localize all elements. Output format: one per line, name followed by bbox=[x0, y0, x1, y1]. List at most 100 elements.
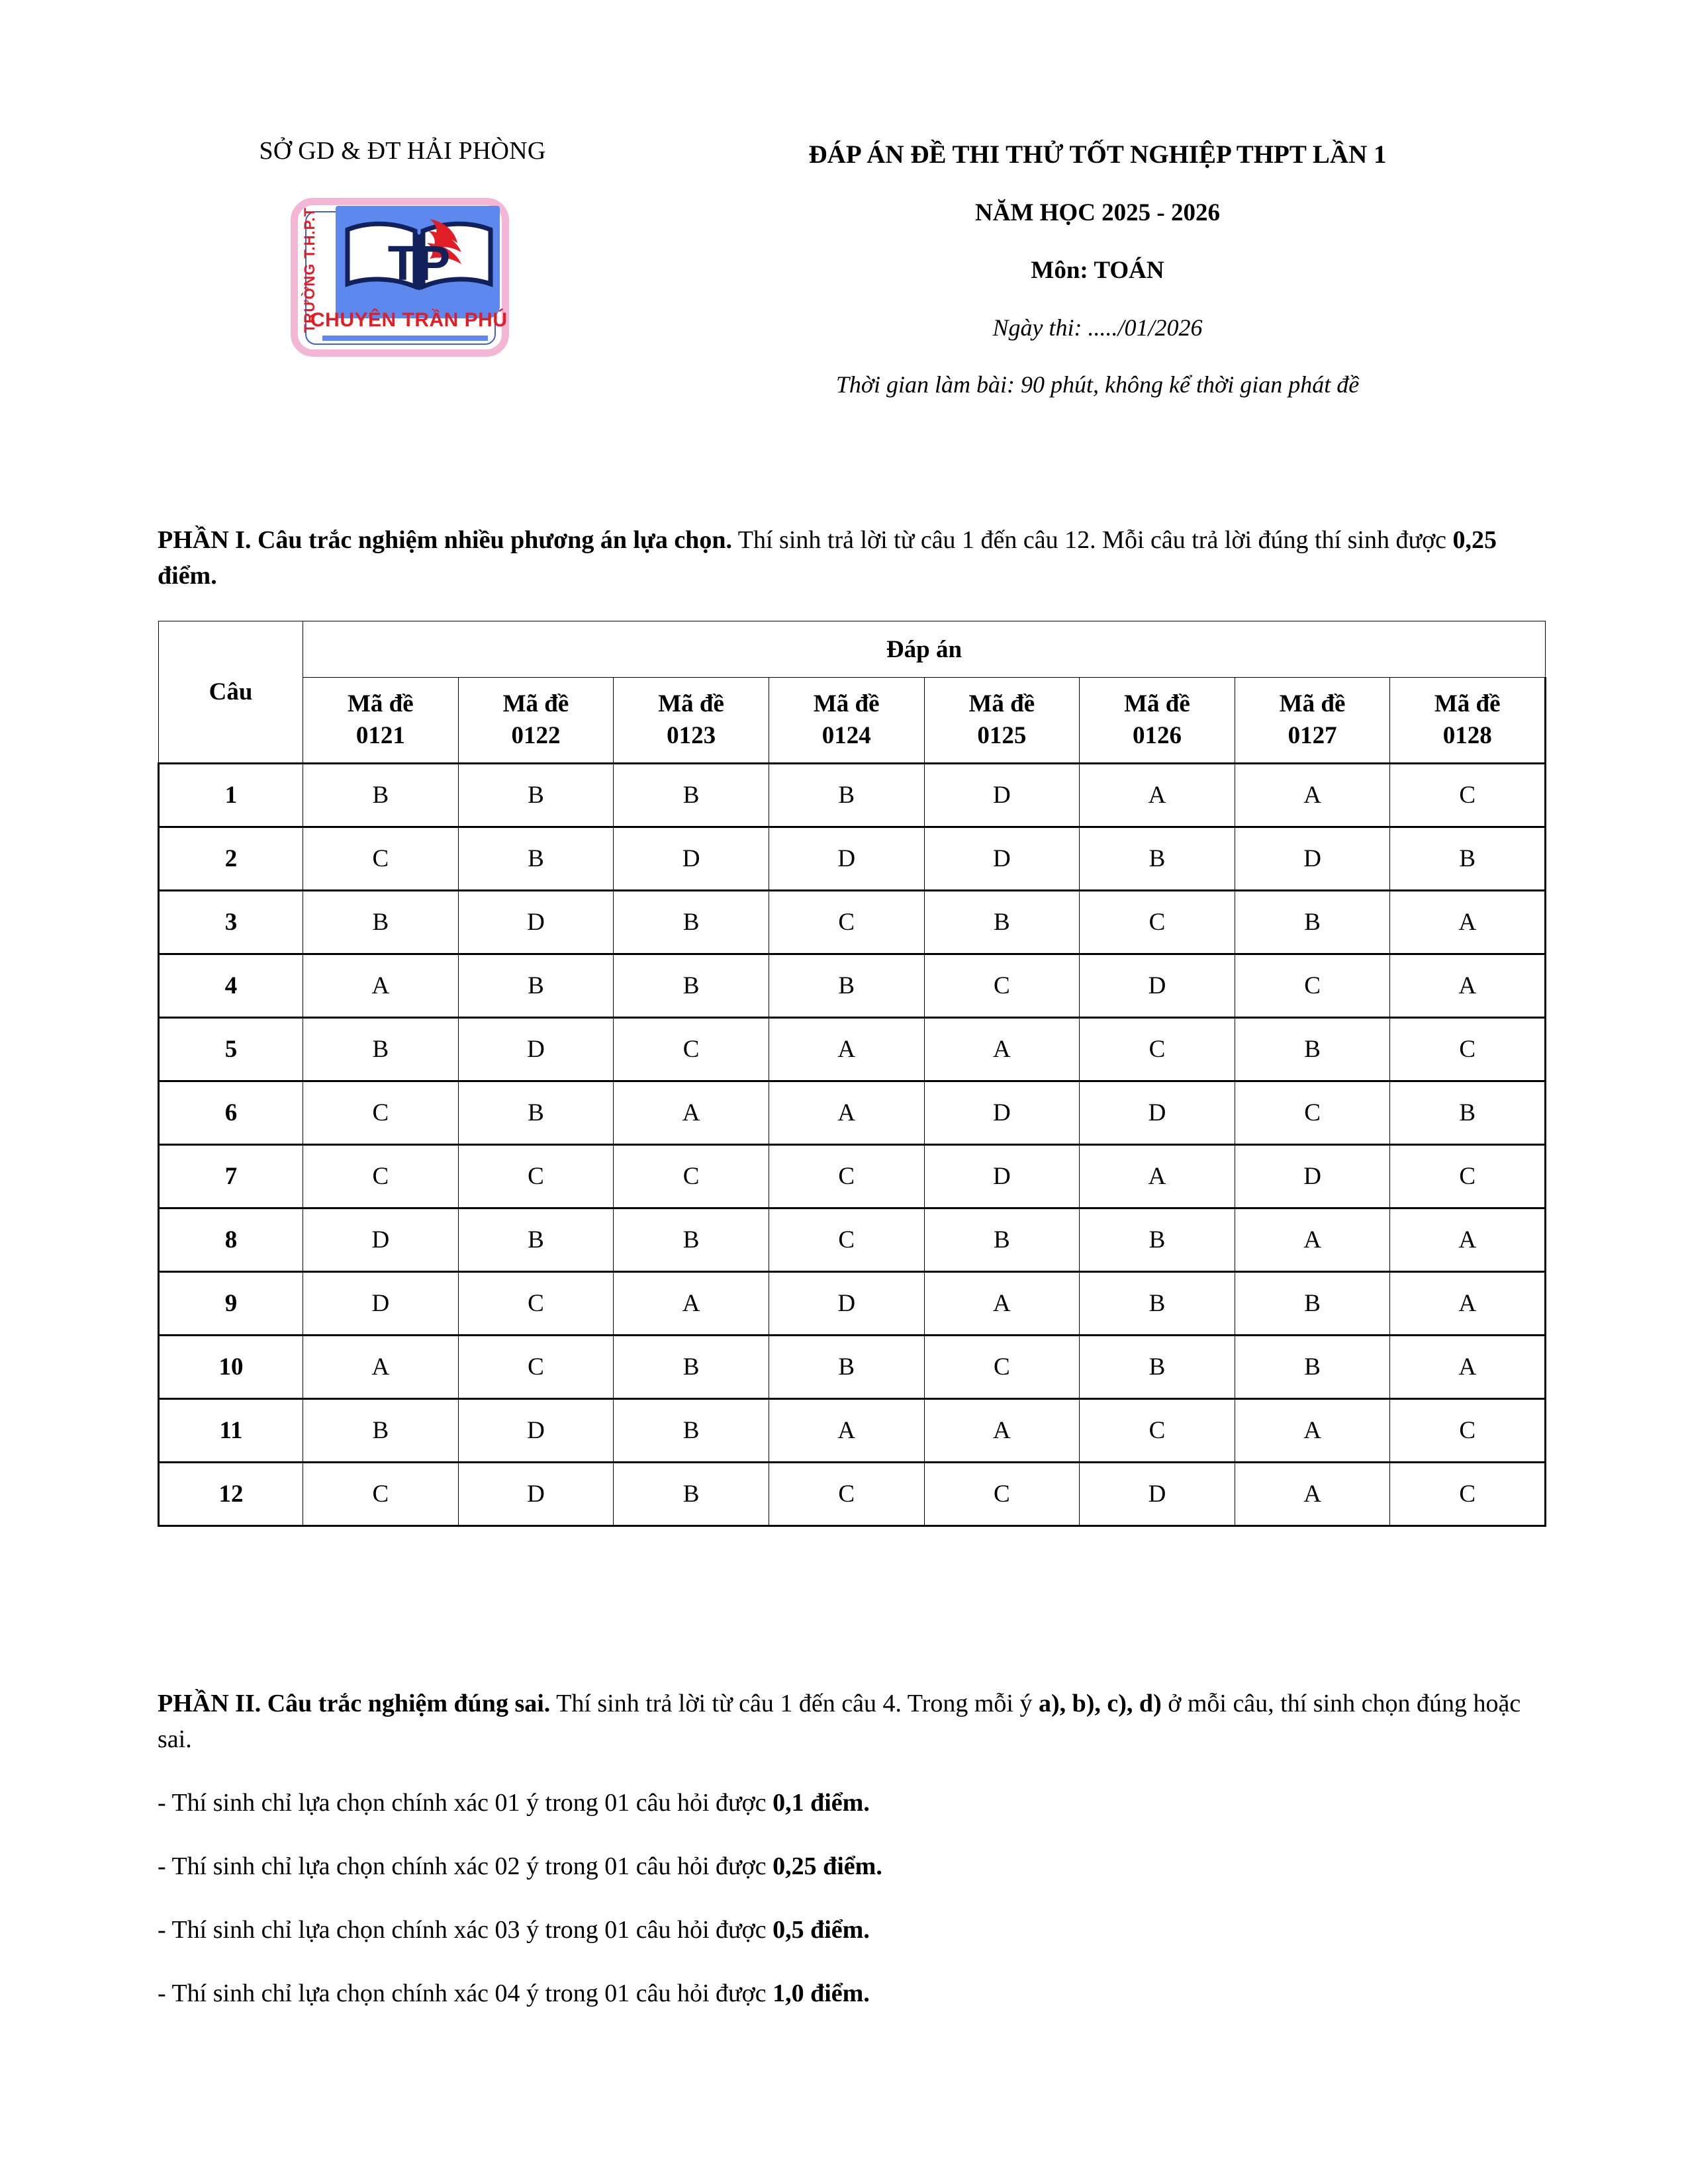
answer-cell-0123-q10: B bbox=[613, 1334, 769, 1400]
answer-cell-0124-q3: C bbox=[768, 889, 925, 955]
answer-cell-0128-q11: C bbox=[1389, 1398, 1546, 1463]
header-cell-code-0121: Mã đề 0121 bbox=[303, 677, 459, 764]
subject-name: Môn: TOÁN bbox=[1031, 257, 1164, 284]
part1-heading: PHẦN I. Câu trắc nghiệm nhiều phương án … bbox=[158, 526, 732, 554]
answer-cell-0127-q6: C bbox=[1234, 1080, 1391, 1146]
header-cell-code-0125: Mã đề 0125 bbox=[923, 677, 1080, 764]
answer-cell-0122-q12: D bbox=[457, 1461, 614, 1527]
table-row: 12 C D B C C D A C bbox=[158, 1461, 1546, 1527]
part2-bullet-list: - Thí sinh chỉ lựa chọn chính xác 01 ý t… bbox=[158, 1786, 1546, 2012]
answer-cell-0124-q6: A bbox=[768, 1080, 925, 1146]
answer-cell-0124-q8: C bbox=[768, 1207, 925, 1273]
answer-cell-0125-q8: B bbox=[923, 1207, 1080, 1273]
answer-cell-0127-q3: B bbox=[1234, 889, 1391, 955]
answer-cell-0121-q12: C bbox=[303, 1461, 459, 1527]
answer-cell-0122-q3: D bbox=[457, 889, 614, 955]
answer-cell-0121-q2: C bbox=[303, 826, 459, 891]
answer-cell-0123-q1: B bbox=[613, 762, 769, 828]
answer-cell-0121-q1: B bbox=[303, 762, 459, 828]
part2-instruction-options: a), b), c), d) bbox=[1038, 1690, 1162, 1717]
answer-cell-0124-q1: B bbox=[768, 762, 925, 828]
code-label: Mã đề bbox=[1279, 690, 1346, 717]
answer-cell-0127-q10: B bbox=[1234, 1334, 1391, 1400]
answer-cell-0127-q9: B bbox=[1234, 1271, 1391, 1336]
table-row: 11 B D B A A C A C bbox=[158, 1398, 1546, 1463]
answer-cell-0121-q5: B bbox=[303, 1017, 459, 1082]
answer-cell-0125-q11: A bbox=[923, 1398, 1080, 1463]
table-head: Câu Đáp án Mã đề 0121 Mã đề 0122 Mã đề 0123 Mã… bbox=[158, 621, 1546, 764]
code-value: 0126 bbox=[1132, 722, 1182, 749]
answer-cell-0126-q6: D bbox=[1079, 1080, 1235, 1146]
part1-paragraph: PHẦN I. Câu trắc nghiệm nhiều phương án … bbox=[158, 523, 1546, 594]
answer-cell-0128-q12: C bbox=[1389, 1461, 1546, 1527]
answer-cell-0124-q2: D bbox=[768, 826, 925, 891]
bullet-points: 0,25 điểm. bbox=[773, 1852, 882, 1880]
question-number: 1 bbox=[158, 762, 303, 828]
logo-monogram-text: TP bbox=[388, 236, 451, 291]
bullet-points: 0,5 điểm. bbox=[773, 1915, 870, 1944]
answer-cell-0121-q6: C bbox=[303, 1080, 459, 1146]
answer-cell-0122-q7: C bbox=[457, 1144, 614, 1209]
answer-cell-0128-q1: C bbox=[1389, 762, 1546, 828]
answer-cell-0121-q8: D bbox=[303, 1207, 459, 1273]
question-number: 9 bbox=[158, 1271, 303, 1336]
answer-cell-0126-q9: B bbox=[1079, 1271, 1235, 1336]
answer-cell-0126-q7: A bbox=[1079, 1144, 1235, 1209]
answer-cell-0128-q9: A bbox=[1389, 1271, 1546, 1336]
table-header-row-codes: Mã đề 0121 Mã đề 0122 Mã đề 0123 Mã đề 0124 Mã đ… bbox=[159, 677, 1546, 764]
answer-cell-0124-q11: A bbox=[768, 1398, 925, 1463]
answer-cell-0124-q12: C bbox=[768, 1461, 925, 1527]
bullet-text: - Thí sinh chỉ lựa chọn chính xác 02 ý t… bbox=[158, 1852, 773, 1880]
answer-cell-0127-q1: A bbox=[1234, 762, 1391, 828]
question-number: 2 bbox=[158, 826, 303, 891]
answer-cell-0121-q9: D bbox=[303, 1271, 459, 1336]
answer-cell-0124-q7: C bbox=[768, 1144, 925, 1209]
answer-cell-0121-q10: A bbox=[303, 1334, 459, 1400]
part2-block: PHẦN II. Câu trắc nghiệm đúng sai. Thí s… bbox=[158, 1686, 1546, 2012]
answer-cell-0128-q5: C bbox=[1389, 1017, 1546, 1082]
code-label: Mã đề bbox=[968, 690, 1035, 717]
table-row: 10 A C B B C B B A bbox=[158, 1334, 1546, 1400]
answer-cell-0123-q7: C bbox=[613, 1144, 769, 1209]
header-left-block: SỞ GD & ĐT HẢI PHÒNG bbox=[158, 136, 647, 378]
bullet-points: 1,0 điểm. bbox=[773, 1979, 870, 2007]
answer-cell-0122-q5: D bbox=[457, 1017, 614, 1082]
answer-table-wrapper: Câu Đáp án Mã đề 0121 Mã đề 0122 Mã đề 0123 Mã… bbox=[158, 621, 1546, 1527]
answer-cell-0127-q11: A bbox=[1234, 1398, 1391, 1463]
answer-cell-0126-q8: B bbox=[1079, 1207, 1235, 1273]
answer-cell-0125-q3: B bbox=[923, 889, 1080, 955]
answer-cell-0125-q1: D bbox=[923, 762, 1080, 828]
code-value: 0123 bbox=[667, 722, 716, 749]
answer-cell-0125-q10: C bbox=[923, 1334, 1080, 1400]
question-number: 12 bbox=[158, 1461, 303, 1527]
header-cell-code-0124: Mã đề 0124 bbox=[768, 677, 925, 764]
answer-cell-0122-q2: B bbox=[457, 826, 614, 891]
bullet-text: - Thí sinh chỉ lựa chọn chính xác 01 ý t… bbox=[158, 1788, 773, 1817]
table-header-row-group: Câu Đáp án bbox=[158, 621, 1546, 764]
logo-open-book-icon: TP bbox=[345, 218, 493, 297]
code-value: 0125 bbox=[977, 722, 1027, 749]
code-label: Mã đề bbox=[658, 690, 724, 717]
answer-cell-0127-q5: B bbox=[1234, 1017, 1391, 1082]
bullet-text: - Thí sinh chỉ lựa chọn chính xác 03 ý t… bbox=[158, 1915, 773, 1944]
code-label: Mã đề bbox=[502, 690, 569, 717]
answer-cell-0123-q4: B bbox=[613, 953, 769, 1019]
part2-instruction-a: Thí sinh trả lời từ câu 1 đến câu 4. Tro… bbox=[550, 1690, 1039, 1717]
header-cell-code-0127: Mã đề 0127 bbox=[1234, 677, 1391, 764]
school-logo: TP TRƯỜNG T.H.P.T CHUYÊN TRẦN PHÚ bbox=[271, 179, 534, 378]
answer-cell-0122-q6: B bbox=[457, 1080, 614, 1146]
code-value: 0122 bbox=[511, 722, 561, 749]
answer-cell-0126-q5: C bbox=[1079, 1017, 1235, 1082]
header-cell-answer-group: Đáp án bbox=[303, 621, 1546, 678]
part2-heading: PHẦN II. Câu trắc nghiệm đúng sai. bbox=[158, 1690, 551, 1717]
answer-cell-0125-q6: D bbox=[923, 1080, 1080, 1146]
answer-cell-0126-q11: C bbox=[1079, 1398, 1235, 1463]
code-value: 0128 bbox=[1442, 722, 1492, 749]
answer-cell-0125-q9: A bbox=[923, 1271, 1080, 1336]
